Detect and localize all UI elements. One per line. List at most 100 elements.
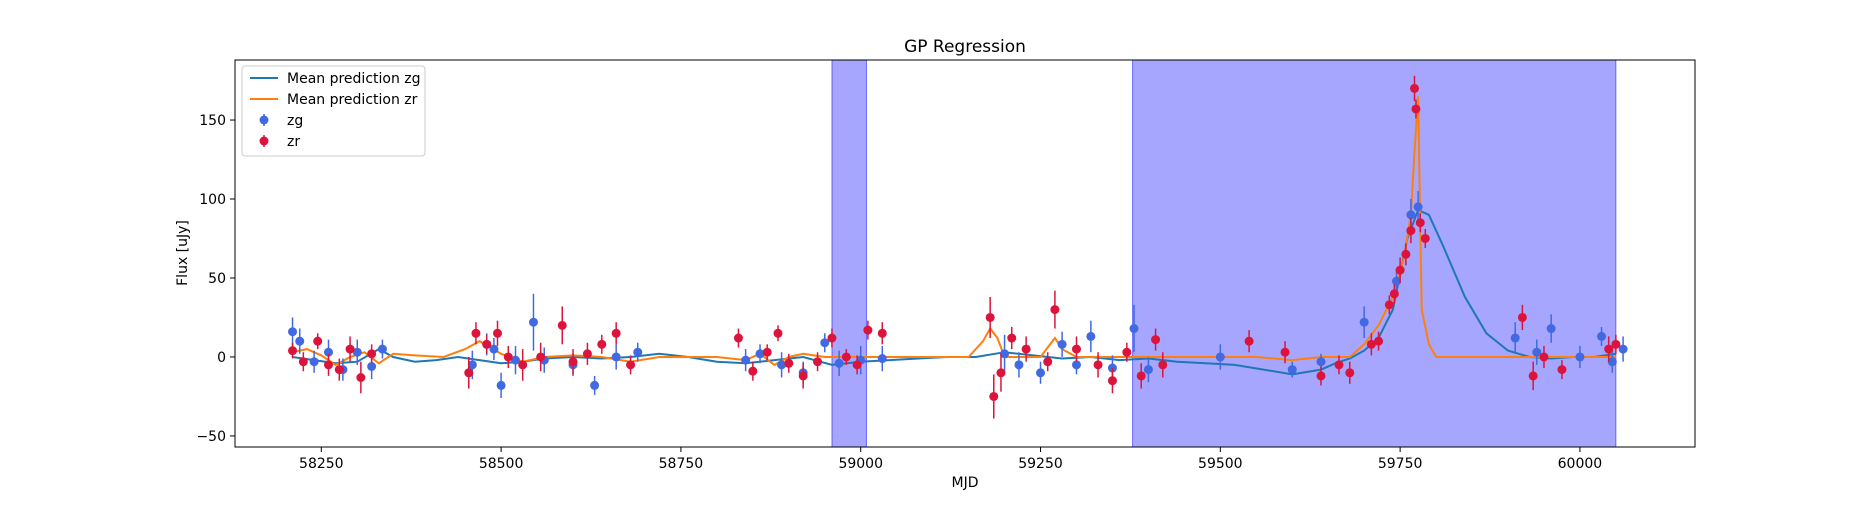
data-point	[1007, 333, 1017, 343]
x-tick-label: 59000	[838, 456, 883, 472]
data-point	[345, 344, 355, 354]
x-tick-label: 59750	[1378, 456, 1423, 472]
data-point	[626, 360, 636, 370]
data-point	[496, 380, 506, 390]
data-point	[467, 360, 477, 370]
data-point	[1143, 365, 1153, 375]
data-point	[489, 344, 499, 354]
data-point	[1086, 331, 1096, 341]
data-point	[1413, 202, 1423, 212]
data-point	[471, 328, 481, 338]
data-point	[1071, 344, 1081, 354]
data-point	[989, 391, 999, 401]
data-point	[762, 347, 772, 357]
shaded-region-1	[1132, 59, 1617, 448]
data-point	[1406, 210, 1416, 220]
data-point	[1517, 312, 1527, 322]
series-points-3	[288, 75, 1621, 419]
data-point	[1401, 249, 1411, 259]
data-point	[288, 346, 298, 356]
data-point	[1557, 365, 1567, 375]
data-point	[590, 380, 600, 390]
data-point	[493, 328, 503, 338]
data-point	[1345, 368, 1355, 378]
y-axis-ticks: −50 0 50 100 150	[196, 113, 235, 445]
y-tick-label: 50	[208, 271, 226, 287]
data-point	[464, 368, 474, 378]
data-point	[798, 371, 808, 381]
data-point	[536, 352, 546, 362]
y-tick-label: −50	[196, 429, 226, 445]
x-tick-label: 58750	[659, 456, 704, 472]
data-point	[352, 347, 362, 357]
data-point	[582, 349, 592, 359]
data-point	[367, 361, 377, 371]
x-tick-label: 58500	[479, 456, 524, 472]
data-point	[1287, 365, 1297, 375]
data-point	[1406, 226, 1416, 236]
data-point	[323, 360, 333, 370]
x-tick-label: 59500	[1198, 456, 1243, 472]
legend-label-zr-points: zr	[287, 134, 300, 150]
data-point	[1607, 357, 1617, 367]
data-point	[1136, 371, 1146, 381]
x-axis-label: MJD	[952, 475, 979, 491]
data-point	[1036, 368, 1046, 378]
data-point	[841, 352, 851, 362]
observation-points	[288, 75, 1628, 419]
data-point	[741, 355, 751, 365]
data-point	[996, 368, 1006, 378]
data-point	[1539, 352, 1549, 362]
data-point	[877, 328, 887, 338]
data-point	[1158, 360, 1168, 370]
data-point	[1395, 265, 1405, 275]
x-axis-ticks: 58250 58500 58750 59000 59250 59500 59750 60000	[299, 447, 1602, 472]
data-point	[611, 328, 621, 338]
data-point	[1389, 289, 1399, 299]
data-point	[820, 338, 830, 348]
legend-label-zg-points: zg	[287, 113, 303, 129]
x-tick-label: 60000	[1558, 456, 1603, 472]
data-point	[1532, 347, 1542, 357]
data-point	[367, 349, 377, 359]
data-point	[777, 360, 787, 370]
data-point	[748, 366, 758, 376]
data-point	[1057, 339, 1067, 349]
data-point	[827, 333, 837, 343]
data-point	[597, 339, 607, 349]
data-point	[1415, 218, 1425, 228]
data-point	[1129, 324, 1139, 334]
data-point	[1151, 335, 1161, 345]
data-point	[1000, 349, 1010, 359]
data-point	[295, 336, 305, 346]
data-point	[1510, 333, 1520, 343]
y-tick-label: 150	[199, 113, 226, 129]
data-point	[611, 352, 621, 362]
data-point	[313, 336, 323, 346]
data-point	[377, 344, 387, 354]
data-point	[1334, 360, 1344, 370]
data-point	[852, 360, 862, 370]
legend: Mean prediction zg Mean prediction zr zg…	[241, 65, 426, 157]
data-point	[557, 320, 567, 330]
data-point	[1316, 357, 1326, 367]
data-point	[1366, 339, 1376, 349]
data-point	[985, 312, 995, 322]
legend-box	[241, 65, 426, 157]
data-point	[1618, 344, 1628, 354]
data-point	[323, 347, 333, 357]
data-point	[482, 339, 492, 349]
data-point	[1021, 344, 1031, 354]
x-tick-label: 59250	[1018, 456, 1063, 472]
data-point	[1316, 371, 1326, 381]
data-point	[1215, 352, 1225, 362]
data-point	[503, 352, 513, 362]
y-axis-label: Flux [uJy]	[175, 220, 191, 286]
data-point	[298, 357, 308, 367]
data-point	[1384, 300, 1394, 310]
data-point	[1093, 360, 1103, 370]
data-point	[1575, 352, 1585, 362]
data-point	[510, 355, 520, 365]
data-point	[1359, 317, 1369, 327]
